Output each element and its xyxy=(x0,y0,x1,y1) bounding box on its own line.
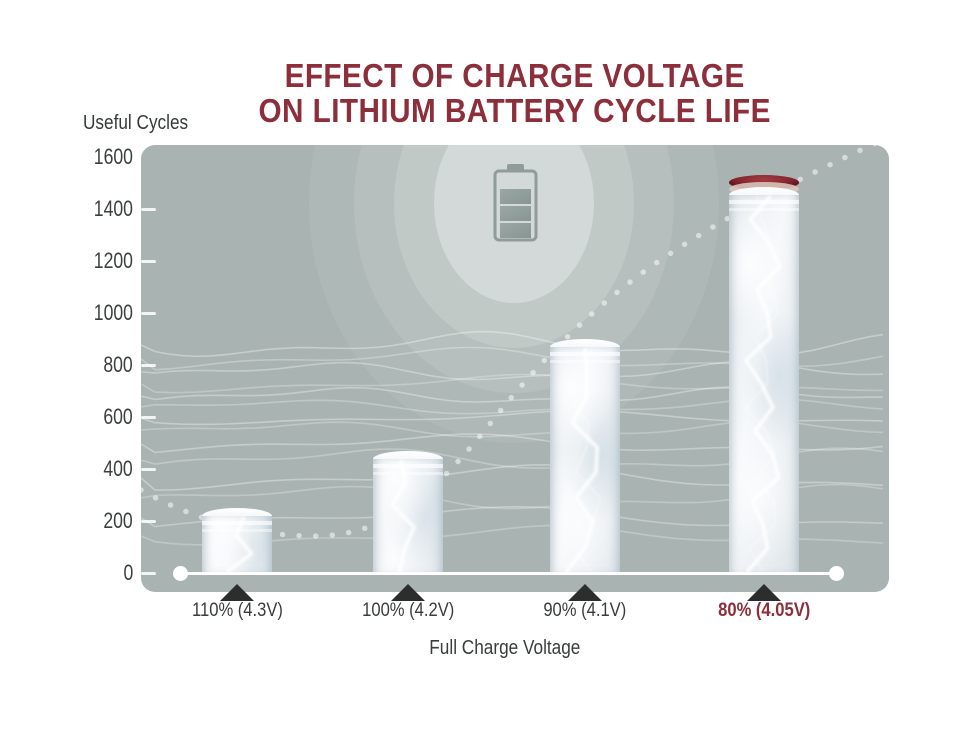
x-tick-triangle xyxy=(220,584,254,601)
bar xyxy=(729,175,799,573)
x-category-label: 90% (4.1V) xyxy=(543,599,627,621)
x-category-label: 100% (4.2V) xyxy=(361,599,455,621)
bar-body xyxy=(550,347,620,573)
axis-endpoint-dot-right xyxy=(828,565,844,581)
y-tick-label: 200 xyxy=(103,508,133,533)
y-tick-dash xyxy=(141,467,156,471)
lightning-texture xyxy=(225,516,255,573)
x-tick-triangle xyxy=(568,584,602,601)
x-category-label: 110% (4.3V) xyxy=(191,599,283,621)
y-tick-dash xyxy=(141,259,156,263)
y-tick-dash xyxy=(141,519,156,523)
x-axis-line xyxy=(180,571,836,575)
lightning-texture xyxy=(564,347,601,573)
lightning-texture xyxy=(743,195,783,573)
y-tick-label: 1400 xyxy=(93,196,133,221)
bar-body xyxy=(373,458,443,573)
bar xyxy=(202,508,272,573)
y-tick-label: 1000 xyxy=(93,300,133,325)
y-tick-label: 600 xyxy=(103,404,133,429)
y-tick-dash xyxy=(141,571,156,575)
y-tick-dash xyxy=(141,311,156,315)
plot-area xyxy=(141,145,889,592)
y-tick-label: 0 xyxy=(123,560,133,585)
x-tick-triangle xyxy=(391,584,425,601)
x-category-label: 80% (4.05V) xyxy=(717,599,811,621)
x-axis-title: Full Charge Voltage xyxy=(429,637,581,659)
bar xyxy=(550,339,620,573)
y-tick-label: 400 xyxy=(103,456,133,481)
y-tick-dash xyxy=(141,363,156,367)
x-tick-triangle xyxy=(747,584,781,601)
bar-body xyxy=(202,516,272,573)
y-tick-dash xyxy=(141,415,156,419)
y-tick-label: 800 xyxy=(103,352,133,377)
y-tick-dash xyxy=(141,207,156,211)
lightning-texture xyxy=(389,459,417,573)
bar-body xyxy=(729,195,799,573)
axis-endpoint-dot-left xyxy=(172,565,188,581)
y-tick-label: 1200 xyxy=(93,248,133,273)
chart-title-line1: EFFECT OF CHARGE VOLTAGE xyxy=(284,57,746,94)
y-axis-title: Useful Cycles xyxy=(83,112,189,134)
chart-title-line2: ON LITHIUM BATTERY CYCLE LIFE xyxy=(258,92,772,129)
y-tick-label: 1600 xyxy=(93,144,133,169)
battery-icon xyxy=(493,164,538,242)
bar xyxy=(373,450,443,573)
chart-title: EFFECT OF CHARGE VOLTAGE ON LITHIUM BATT… xyxy=(141,58,889,128)
